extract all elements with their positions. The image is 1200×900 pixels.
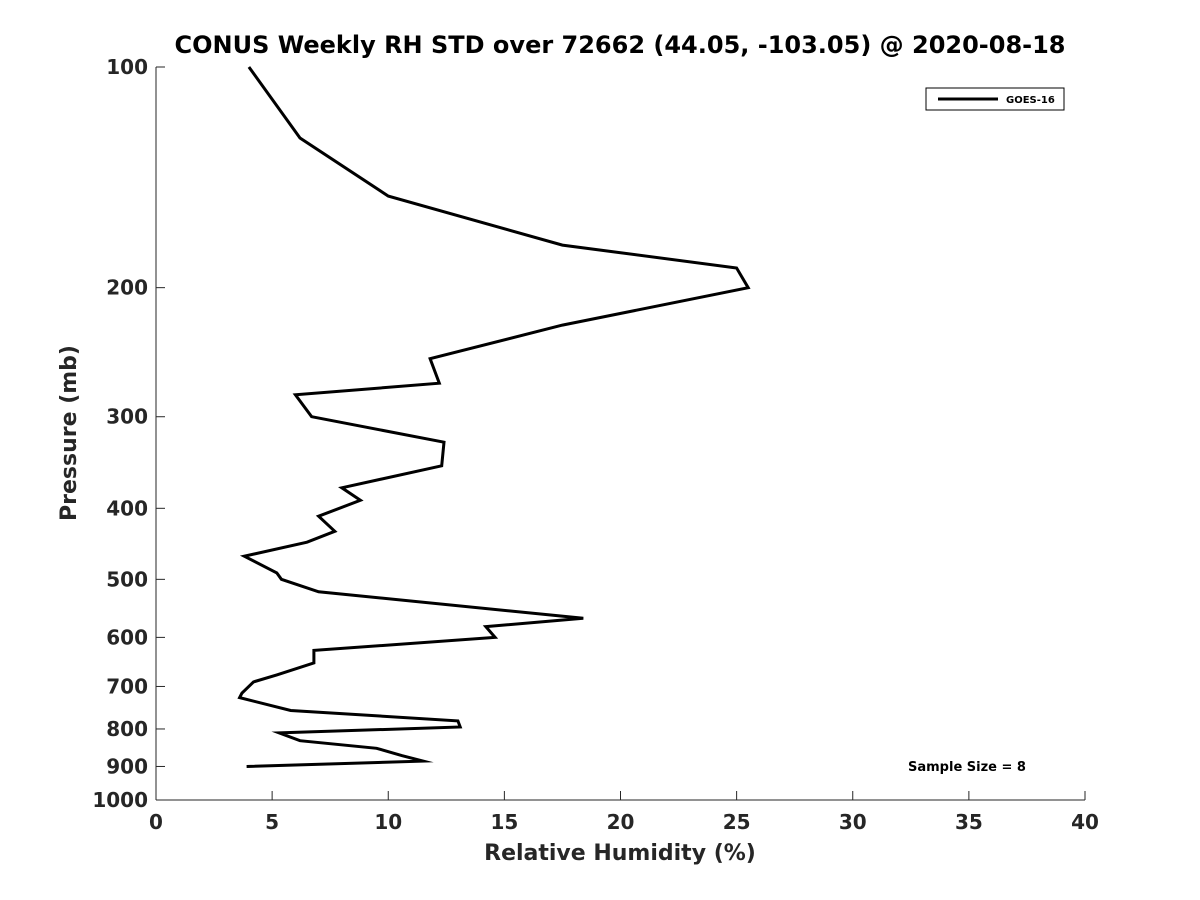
x-tick-label: 35	[955, 810, 983, 834]
y-tick-label: 800	[106, 717, 148, 741]
y-tick-label: 100	[106, 55, 148, 79]
x-axis-label: Relative Humidity (%)	[484, 841, 756, 866]
series-line-goes-16	[237, 66, 751, 768]
y-tick-label: 700	[106, 674, 148, 698]
chart-title: CONUS Weekly RH STD over 72662 (44.05, -…	[174, 31, 1065, 59]
x-tick-label: 10	[374, 810, 402, 834]
x-tick-label: 15	[490, 810, 518, 834]
axes	[155, 67, 1085, 801]
x-tick-label: 5	[265, 810, 279, 834]
series-layer	[237, 66, 751, 768]
x-tick-label: 25	[723, 810, 751, 834]
x-axis-ticks: 0 5 10 15 20 25 30 35 40	[149, 791, 1099, 834]
y-axis-ticks: 100 200 300 400 500 600 700 800 900 1000	[92, 55, 165, 812]
legend: GOES-16	[925, 87, 1065, 111]
x-tick-label: 30	[839, 810, 867, 834]
y-tick-label: 400	[106, 496, 148, 520]
y-tick-label: 200	[106, 276, 148, 300]
sample-size-annotation: Sample Size = 8	[908, 760, 1026, 775]
y-tick-label: 500	[106, 567, 148, 591]
x-tick-label: 0	[149, 810, 163, 834]
y-tick-label: 900	[106, 754, 148, 778]
y-axis-label: Pressure (mb)	[57, 345, 82, 521]
y-tick-label: 300	[106, 405, 148, 429]
y-tick-label: 600	[106, 625, 148, 649]
legend-label-goes-16: GOES-16	[1006, 95, 1055, 106]
x-tick-label: 40	[1071, 810, 1099, 834]
x-tick-label: 20	[607, 810, 635, 834]
y-tick-label: 1000	[92, 788, 148, 812]
